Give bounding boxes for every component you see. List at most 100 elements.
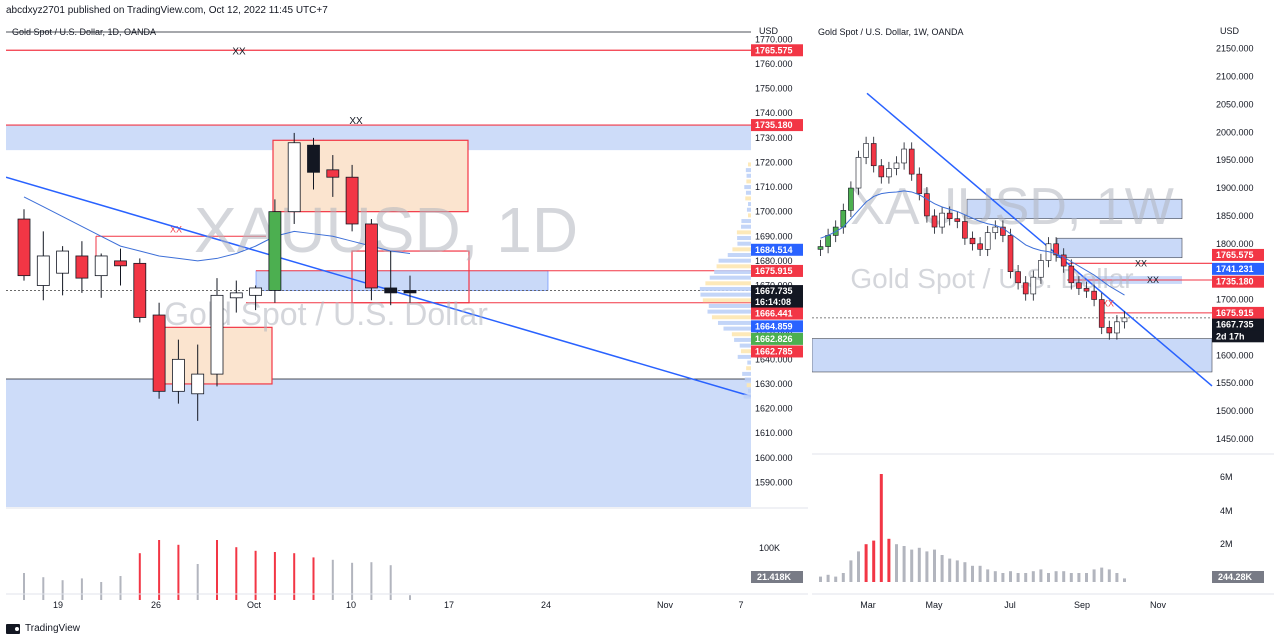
candle-body <box>978 244 983 250</box>
price-tick-label: 1500.000 <box>1216 406 1254 416</box>
candle-body <box>932 216 937 227</box>
volume-bar <box>1123 578 1126 582</box>
volume-bar <box>849 560 852 582</box>
volume-profile-bar <box>709 304 751 308</box>
candle-body <box>1107 327 1112 333</box>
volume-profile-bar <box>728 253 751 257</box>
candle-body <box>1023 283 1028 294</box>
volume-profile-bar <box>737 242 751 246</box>
annotation-label: XX <box>232 46 246 57</box>
volume-bar <box>1047 573 1050 582</box>
candle-body <box>37 256 49 286</box>
volume-bar <box>42 577 44 600</box>
volume-tick-label: 2M <box>1220 539 1233 549</box>
volume-bar <box>1055 571 1058 582</box>
volume-bar <box>941 555 944 582</box>
price-tick-label: 1950.000 <box>1216 155 1254 165</box>
volume-profile-bar <box>718 321 751 325</box>
demand-zone-bottom <box>812 339 1212 372</box>
price-tick-label: 1700.000 <box>1216 295 1254 305</box>
chart-panel-weekly[interactable]: Gold Spot / U.S. Dollar, 1W, OANDA XX XX XX… <box>812 20 1274 617</box>
volume-bar <box>1100 568 1103 582</box>
volume-profile-bar <box>723 327 751 331</box>
watermark-name: Gold Spot / U.S. Dollar <box>850 263 1133 294</box>
price-tick-label: 1600.000 <box>1216 350 1254 360</box>
volume-bar <box>842 573 845 582</box>
volume-bar <box>1009 571 1012 582</box>
time-tick-label: 26 <box>151 600 161 610</box>
volume-bar <box>1108 569 1111 582</box>
candle-body <box>1114 322 1119 333</box>
weekly-chart-svg[interactable]: Gold Spot / U.S. Dollar, 1W, OANDAXXXXXX… <box>812 20 1274 617</box>
volume-bar <box>23 573 25 600</box>
volume-profile-bar <box>746 179 751 183</box>
chart-title: Gold Spot / U.S. Dollar, 1W, OANDA <box>818 27 964 37</box>
price-tick-label: 1600.000 <box>755 453 793 463</box>
price-tick-label: 1620.000 <box>755 404 793 414</box>
candle-body <box>230 293 242 298</box>
volume-bar <box>255 551 257 600</box>
candle-body <box>940 213 945 227</box>
candle-body <box>1122 318 1127 322</box>
time-tick-label: Nov <box>1150 600 1167 610</box>
candle-body <box>1076 283 1081 289</box>
candle-body <box>909 149 914 174</box>
price-tick-label: 1680.000 <box>755 256 793 266</box>
price-tick-label: 1700.000 <box>755 207 793 217</box>
volume-bar <box>819 577 822 582</box>
volume-profile-bar <box>748 202 751 206</box>
volume-bar <box>918 548 921 582</box>
volume-bar <box>956 560 959 582</box>
price-tick-label: 1710.000 <box>755 182 793 192</box>
volume-bar <box>963 562 966 582</box>
candle-body <box>894 163 899 169</box>
chart-title: Gold Spot / U.S. Dollar, 1D, OANDA <box>12 27 156 37</box>
volume-bar <box>390 565 392 600</box>
price-label: 1667.735 <box>755 286 793 296</box>
volume-tick-label: 6M <box>1220 472 1233 482</box>
volume-value-label: 244.28K <box>1218 572 1253 582</box>
volume-bar <box>1070 573 1073 582</box>
volume-bar <box>62 580 64 600</box>
tradingview-logo[interactable]: TradingView <box>6 623 80 634</box>
volume-bar <box>880 474 883 582</box>
price-tick-label: 1760.000 <box>755 59 793 69</box>
volume-profile-bar <box>717 264 751 268</box>
candle-body <box>269 212 281 291</box>
candle-body <box>1069 266 1074 283</box>
demand-zone-bottom <box>6 379 751 507</box>
time-tick-label: 24 <box>541 600 551 610</box>
candle-body <box>95 256 107 276</box>
time-tick-label: 7 <box>738 600 743 610</box>
price-tick-label: 1770.000 <box>755 34 793 44</box>
volume-bar <box>1039 569 1042 582</box>
price-tick-label: 1550.000 <box>1216 378 1254 388</box>
volume-profile-bar <box>738 355 751 359</box>
candle-body <box>404 290 416 292</box>
price-label: 1667.735 <box>1216 320 1254 330</box>
candle-body <box>346 177 358 224</box>
time-tick-label: 10 <box>346 600 356 610</box>
volume-bar <box>834 577 837 582</box>
volume-bar <box>857 551 860 582</box>
volume-bar <box>925 551 928 582</box>
price-tick-label: 1740.000 <box>755 108 793 118</box>
daily-chart-svg[interactable]: XXXXXX XAUUSD, 1DGold Spot / U.S. DollarG… <box>6 20 808 617</box>
annotation-label: XX <box>1147 275 1159 285</box>
candle-body <box>1099 300 1104 328</box>
price-label: 1735.180 <box>755 120 793 130</box>
volume-bar <box>120 576 122 600</box>
price-tick-label: 1850.000 <box>1216 211 1254 221</box>
candle-body <box>18 219 30 276</box>
candle-body <box>902 149 907 163</box>
volume-profile-bar <box>712 315 751 319</box>
volume-bar <box>177 545 179 600</box>
volume-profile-bar <box>746 366 751 370</box>
price-label: 1735.180 <box>1216 277 1254 287</box>
volume-bar <box>139 553 141 600</box>
candle-body <box>864 143 869 157</box>
volume-bar <box>948 559 951 582</box>
chart-panel-daily[interactable]: XX XX XX XAUUSD, 1D Gold Spot / U.S. Dollar G… <box>6 20 808 617</box>
annotation-label: XX <box>1135 258 1147 268</box>
candle-body <box>955 219 960 222</box>
